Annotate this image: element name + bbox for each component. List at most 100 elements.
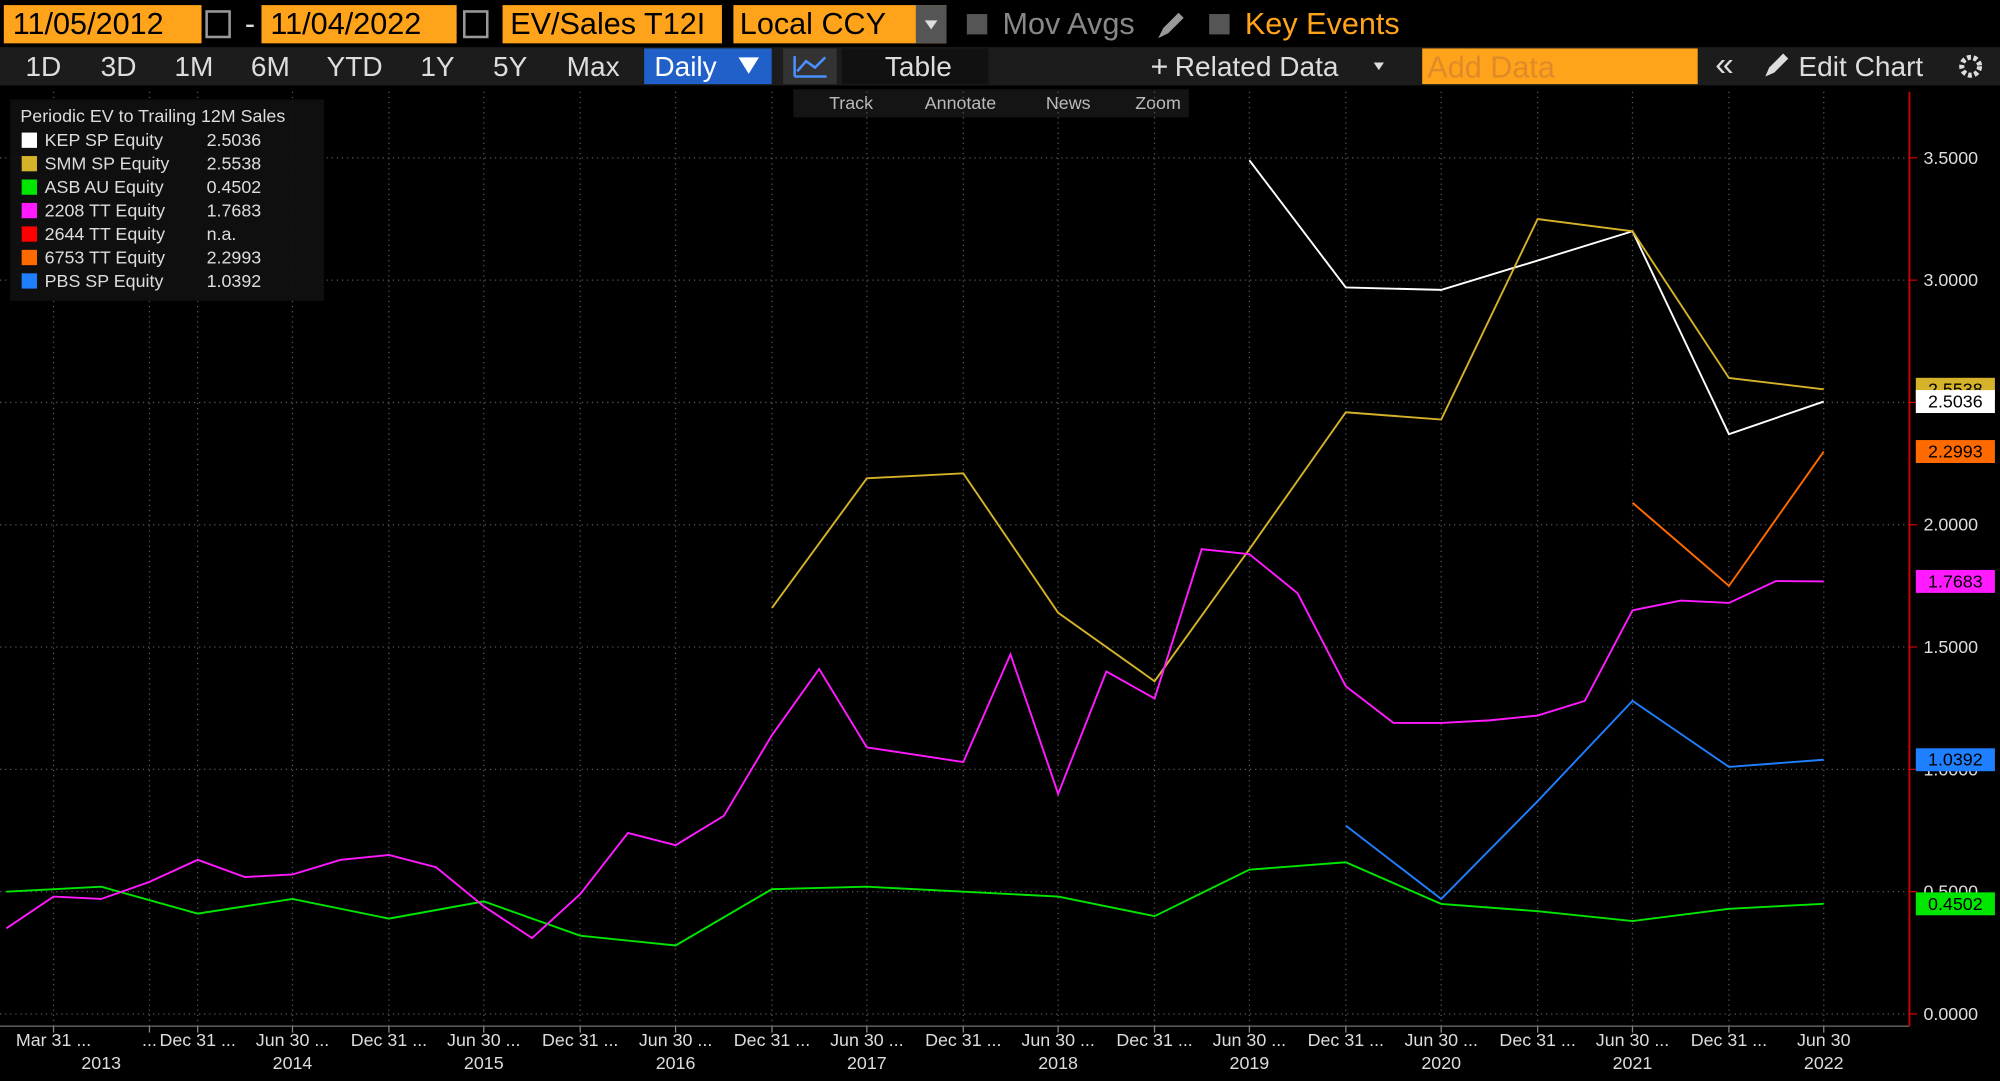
period-button[interactable]: 6M — [251, 51, 290, 82]
currency[interactable]: Local CCY — [740, 7, 886, 41]
x-year-label: 2021 — [1613, 1053, 1653, 1073]
x-year-label: 2013 — [81, 1053, 121, 1073]
legend-swatch — [21, 179, 37, 195]
calendar-icon[interactable] — [463, 10, 489, 39]
toolbar-row: Daily Table + Related Data Add Data « Ed… — [0, 47, 2000, 118]
x-year-label: 2015 — [464, 1053, 504, 1073]
y-tick-label: 3.5000 — [1923, 148, 1978, 168]
date-separator: - — [245, 7, 255, 41]
add-data-input[interactable] — [1422, 48, 1698, 85]
legend-value: 2.5036 — [207, 130, 262, 150]
legend-swatch — [21, 156, 37, 172]
series-line — [5, 548, 1824, 940]
header-row: 11/05/2012 - 11/04/2022 EV/Sales T12I Lo… — [3, 5, 1400, 44]
x-year-label: 2014 — [273, 1053, 313, 1073]
frequency-label[interactable]: Daily — [654, 51, 716, 82]
x-tick-label: Mar 31 ... — [16, 1030, 91, 1050]
edit-icon — [1765, 53, 1789, 77]
legend-title: Periodic EV to Trailing 12M Sales — [20, 106, 285, 126]
value-badge-label: 1.0392 — [1928, 750, 1983, 770]
related-data-label[interactable]: Related Data — [1175, 51, 1339, 82]
value-badge-label: 0.4502 — [1928, 894, 1983, 914]
x-tick-label: Dec 31 ... — [1499, 1030, 1575, 1050]
table-button[interactable] — [841, 48, 989, 85]
value-badge-label: 2.2993 — [1928, 442, 1983, 462]
x-tick-label: Dec 31 ... — [542, 1030, 618, 1050]
chart-type-button[interactable] — [783, 48, 837, 85]
x-tick-label: Dec 31 ... — [351, 1030, 427, 1050]
settings-icon[interactable] — [1959, 54, 1983, 78]
value-badge — [1915, 569, 1995, 593]
tools-bar — [793, 89, 1189, 118]
series-line — [6, 861, 1824, 947]
x-tick-label: Dec 31 ... — [1116, 1030, 1192, 1050]
tool-button[interactable]: Annotate — [925, 93, 997, 113]
legend-name: PBS SP Equity — [45, 271, 164, 291]
period-button[interactable]: 3D — [101, 51, 137, 82]
frequency-arrow — [738, 57, 759, 74]
legend-value: 1.7683 — [207, 201, 262, 221]
key-events-label[interactable]: Key Events — [1245, 7, 1400, 41]
period-button[interactable]: 5Y — [493, 51, 528, 82]
x-year-label: 2020 — [1421, 1053, 1461, 1073]
legend-name: 2208 TT Equity — [45, 201, 165, 221]
mov-avgs-label[interactable]: Mov Avgs — [1003, 7, 1135, 41]
end-date-field[interactable] — [261, 5, 457, 44]
mov-avgs-checkbox[interactable] — [966, 14, 988, 35]
y-tick-label: 0.0000 — [1923, 1004, 1978, 1024]
tool-button[interactable]: News — [1046, 93, 1091, 113]
currency-box[interactable] — [733, 5, 947, 44]
x-year-label: 2018 — [1038, 1053, 1078, 1073]
edit-chart-label[interactable]: Edit Chart — [1798, 51, 1923, 82]
x-tick-label: ... — [142, 1030, 157, 1050]
legend-name: 2644 TT Equity — [45, 224, 165, 244]
x-tick-label: Jun 30 ... — [1404, 1030, 1477, 1050]
pencil-icon[interactable] — [1158, 12, 1184, 39]
legend-value: 1.0392 — [207, 271, 262, 291]
field-name[interactable]: EV/Sales T12I — [510, 7, 705, 41]
period-button[interactable]: 1D — [25, 51, 61, 82]
tool-button[interactable]: Track — [829, 93, 873, 113]
series-line — [1345, 699, 1824, 901]
legend-value: 2.5538 — [207, 154, 262, 174]
period-button[interactable]: 1M — [174, 51, 213, 82]
period-button[interactable]: YTD — [327, 51, 383, 82]
collapse-icon[interactable]: « — [1715, 47, 1733, 84]
series-line — [1248, 159, 1825, 436]
legend-name: 6753 TT Equity — [45, 248, 165, 268]
related-arrow — [1373, 62, 1384, 71]
x-tick-label: Dec 31 ... — [1308, 1030, 1384, 1050]
period-button[interactable]: Max — [567, 51, 620, 82]
period-button[interactable]: 1Y — [420, 51, 455, 82]
start-date[interactable]: 11/05/2012 — [13, 7, 164, 41]
start-date-field[interactable] — [3, 5, 202, 44]
add-data-placeholder[interactable]: Add Data — [1427, 51, 1556, 85]
legend-value: n.a. — [207, 224, 237, 244]
legend-value: 0.4502 — [207, 177, 262, 197]
calendar-icon[interactable] — [205, 10, 231, 39]
value-badge — [1915, 390, 1995, 414]
x-year-label: 2016 — [656, 1053, 696, 1073]
chart-icon — [793, 56, 827, 78]
legend-name: SMM SP Equity — [45, 154, 170, 174]
end-date[interactable]: 11/04/2022 — [270, 7, 421, 41]
x-tick-label: Jun 30 ... — [1213, 1030, 1286, 1050]
x-year-label: 2022 — [1804, 1053, 1844, 1073]
value-badge-label: 2.5036 — [1928, 392, 1983, 412]
x-tick-label: Dec 31 ... — [1691, 1030, 1767, 1050]
legend-box — [10, 99, 324, 301]
legend-value: 2.2993 — [207, 248, 262, 268]
x-tick-label: Jun 30 — [1797, 1030, 1851, 1050]
value-badge — [1915, 892, 1995, 916]
table-label[interactable]: Table — [885, 51, 952, 82]
field-box[interactable] — [502, 5, 722, 44]
y-tick-label: 2.0000 — [1923, 515, 1978, 535]
plus-icon[interactable]: + — [1151, 49, 1169, 83]
value-badge-label: 1.7683 — [1928, 571, 1983, 591]
tool-button[interactable]: Zoom — [1135, 93, 1181, 113]
value-badge — [1915, 440, 1995, 464]
key-events-checkbox[interactable] — [1209, 14, 1230, 35]
legend-swatch — [21, 273, 37, 289]
y-tick-label: 3.0000 — [1923, 270, 1978, 290]
